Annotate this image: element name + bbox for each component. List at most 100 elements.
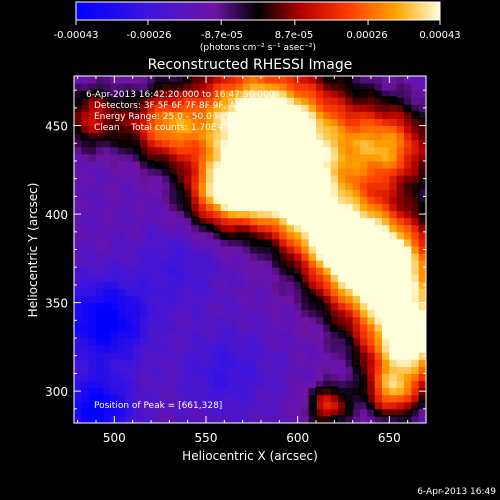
heatmap-cell (191, 210, 200, 219)
heatmap-cell (272, 196, 280, 204)
heatmap-cell (74, 288, 82, 297)
heatmap-cell (154, 373, 163, 382)
heatmap-cell (220, 224, 229, 233)
heatmap-cell (147, 338, 156, 346)
heatmap-cell (286, 359, 295, 367)
heatmap-cell (338, 359, 346, 367)
heatmap-cell (81, 182, 90, 190)
heatmap-cell (147, 146, 156, 155)
heatmap-cell (140, 394, 148, 403)
heatmap-cell (389, 359, 398, 367)
heatmap-cell (382, 125, 390, 134)
heatmap-cell (264, 267, 273, 275)
heatmap-cell (396, 224, 405, 233)
heatmap-cell (184, 125, 192, 134)
heatmap-cell (220, 338, 229, 346)
heatmap-cell (308, 366, 317, 374)
heatmap-cell (411, 330, 420, 339)
heatmap-cell (198, 90, 207, 98)
heatmap-cell (411, 182, 420, 190)
heatmap-cell (374, 281, 383, 289)
heatmap-cell (418, 267, 427, 275)
heatmap-cell (279, 394, 288, 403)
peak-position-label: Position of Peak = [661,328] (94, 401, 222, 411)
heatmap-cell (411, 90, 420, 98)
heatmap-cell (411, 415, 420, 424)
heatmap-cell (162, 189, 170, 197)
heatmap-cell (279, 359, 288, 367)
heatmap-cell (125, 387, 134, 396)
heatmap-cell (308, 302, 317, 311)
heatmap-cell (213, 139, 222, 148)
heatmap-cell (389, 196, 398, 204)
heatmap-cell (389, 125, 398, 134)
heatmap-cell (286, 338, 295, 346)
heatmap-cell (330, 394, 339, 403)
heatmap-cell (264, 245, 273, 254)
heatmap-cell (272, 345, 280, 353)
heatmap-cell (191, 153, 200, 162)
heatmap-cell (228, 373, 236, 382)
heatmap-cell (162, 366, 170, 374)
heatmap-cell (96, 90, 104, 98)
heatmap-cell (404, 245, 412, 254)
heatmap-cell (206, 274, 214, 282)
heatmap-cell (132, 125, 141, 134)
heatmap-cell (140, 90, 148, 98)
heatmap-cell (367, 408, 376, 417)
heatmap-cell (198, 182, 207, 190)
heatmap-cell (206, 260, 214, 268)
info-time-range: 6-Apr-2013 16:42:20.000 to 16:47:50.000 (86, 90, 275, 100)
heatmap-cell (286, 125, 295, 134)
heatmap-cell (110, 175, 119, 183)
heatmap-cell (213, 76, 222, 84)
heatmap-cell (301, 175, 310, 183)
heatmap-cell (132, 316, 141, 325)
heatmap-cell (257, 415, 266, 424)
heatmap-cell (162, 352, 170, 360)
heatmap-cell (103, 125, 112, 134)
heatmap-cell (279, 274, 288, 282)
heatmap-cell (74, 182, 82, 190)
heatmap-cell (404, 366, 412, 374)
heatmap-cell (228, 394, 236, 403)
heatmap-cell (250, 83, 258, 91)
heatmap-cell (235, 168, 244, 176)
heatmap-cell (213, 175, 222, 183)
heatmap-cell (235, 203, 244, 212)
heatmap-cell (206, 359, 214, 367)
heatmap-cell (110, 118, 119, 127)
heatmap-cell (272, 338, 280, 346)
heatmap-cell (264, 175, 273, 183)
heatmap-cell (118, 196, 126, 204)
heatmap-cell (257, 76, 266, 84)
heatmap-cell (125, 210, 134, 219)
heatmap-cell (286, 380, 295, 389)
heatmap-cell (162, 111, 170, 119)
heatmap-cell (301, 139, 310, 148)
heatmap-cell (264, 274, 273, 282)
heatmap-cell (191, 146, 200, 155)
heatmap-cell (404, 373, 412, 382)
heatmap-cell (176, 118, 185, 127)
heatmap-cell (250, 125, 258, 134)
heatmap-cell (374, 139, 383, 148)
heatmap-cell (228, 189, 236, 197)
heatmap-cell (235, 160, 244, 169)
heatmap-cell (176, 196, 185, 204)
heatmap-cell (250, 253, 258, 261)
heatmap-cell (110, 366, 119, 374)
heatmap-cell (176, 366, 185, 374)
heatmap-cell (272, 309, 280, 318)
heatmap-cell (206, 118, 214, 127)
heatmap-cell (184, 316, 192, 325)
heatmap-cell (198, 196, 207, 204)
heatmap-cell (228, 168, 236, 176)
heatmap-cell (103, 309, 112, 318)
heatmap-cell (382, 323, 390, 332)
heatmap-cell (257, 260, 266, 268)
heatmap-cell (88, 90, 97, 98)
heatmap-cell (345, 118, 354, 127)
heatmap-cell (345, 111, 354, 119)
heatmap-cell (374, 415, 383, 424)
